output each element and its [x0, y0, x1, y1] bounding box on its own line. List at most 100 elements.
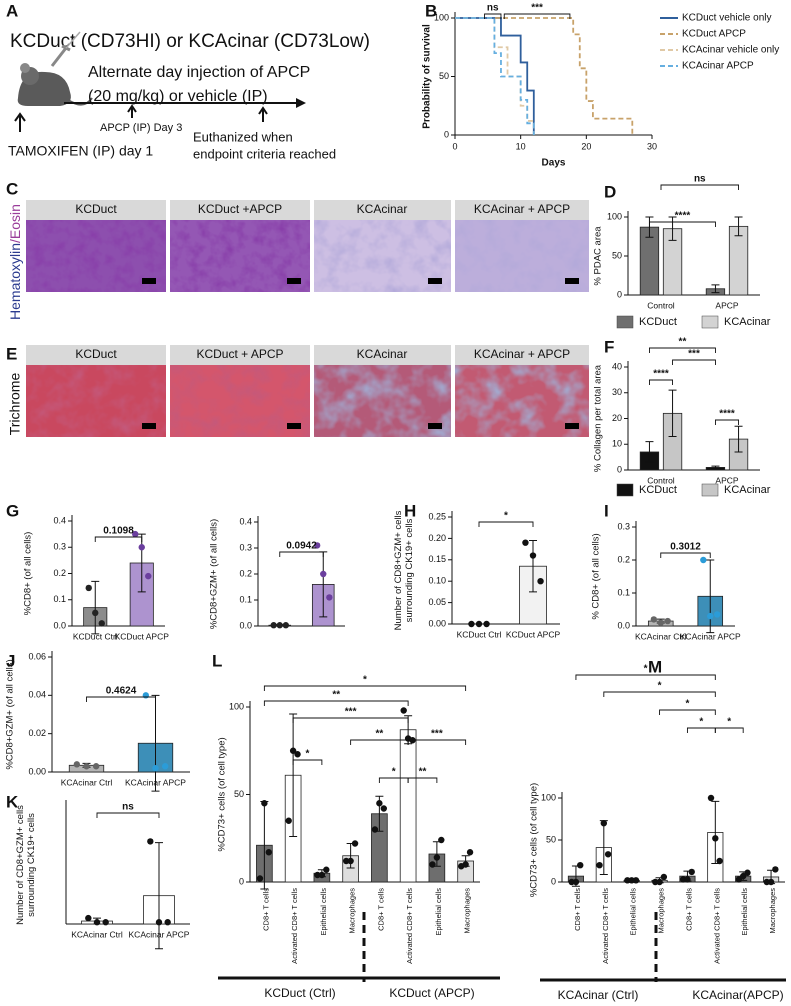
data-point	[256, 875, 264, 882]
data-point	[152, 764, 159, 772]
chart: 0.00 0.02 0.04 0.06 %CD8+GZM+ (of all cells)…	[5, 651, 190, 792]
chart: 0.0 0.1 0.2 0.3 0.4 %CD8+ (of all cells) KCDuc…	[23, 515, 169, 641]
panel-letter: M	[648, 657, 662, 676]
x-tick-label: Macrophages	[657, 888, 666, 934]
y-tick-label: 0.0	[239, 620, 252, 630]
arrow-up	[14, 112, 26, 132]
error-bar	[706, 559, 715, 634]
y-tick-label: 0.25	[428, 511, 446, 521]
error-bar	[734, 425, 743, 453]
y-tick-label: 0.1	[617, 587, 630, 597]
y-tick-label: 0	[239, 876, 244, 886]
legend-label: KCAcinar	[724, 316, 771, 328]
data-point	[155, 919, 163, 926]
data-point	[713, 611, 721, 618]
data-point	[313, 542, 321, 549]
legend-swatch	[701, 315, 719, 329]
panel-letter: K	[6, 792, 19, 811]
data-point	[707, 612, 714, 620]
annotation: ****	[653, 369, 669, 380]
data-point	[433, 854, 441, 861]
data-point	[376, 800, 383, 807]
data-point	[650, 616, 658, 623]
x-tick-label: KCDuct Ctrl	[457, 629, 502, 639]
data-point	[326, 594, 333, 601]
x-tick-label: KCAcinar Ctrl	[635, 631, 687, 641]
annotation: ****	[675, 211, 691, 222]
image-header	[26, 345, 166, 365]
significance-bracket	[672, 359, 716, 365]
data-point	[145, 572, 152, 580]
y-axis-label: %CD8+ (of all cells)	[23, 532, 34, 616]
significance-bracket	[94, 536, 143, 542]
schematic-title: KCDuct (CD73HI) or KCAcinar (CD73Low)	[10, 31, 370, 52]
y-axis-label: % CD8+ (of all cells)	[591, 533, 602, 619]
y-axis-label: %CD8+GZM+ (of all cells)	[5, 659, 16, 769]
annotation: ns	[487, 3, 499, 14]
y-tick-label: 0	[551, 876, 556, 886]
data-point	[289, 747, 297, 754]
image-title: KCDuct +APCP	[198, 202, 282, 216]
significance-bracket	[603, 691, 716, 697]
x-tick-label: CD8+ T cells	[684, 888, 693, 931]
x-tick-label: Epithelial cells	[319, 888, 328, 936]
data-point	[164, 919, 171, 926]
panel-letter: D	[604, 182, 616, 201]
data-point	[475, 620, 483, 628]
stain-label: Trichrome	[7, 373, 23, 436]
x-tick-label: Epithelial cells	[629, 888, 638, 936]
significance-bracket	[96, 812, 160, 818]
y-axis-label: %CD73+ cells (of cell type)	[217, 737, 228, 851]
significance-bracket	[660, 184, 739, 190]
significance-bracket	[575, 674, 716, 680]
scale-bar	[565, 278, 579, 284]
significance-bracket	[715, 419, 739, 425]
mouse-tail	[67, 97, 93, 106]
image-title: KCDuct	[75, 202, 117, 216]
y-tick-label: 0.3	[617, 521, 630, 531]
significance-bracket	[292, 717, 409, 723]
apcp-day: APCP (IP) Day 3	[100, 122, 182, 134]
panel-letter: J	[6, 651, 15, 670]
image-title: KCAcinar	[357, 202, 408, 216]
annotation: ***	[345, 707, 357, 718]
group-label: KCDuct (APCP)	[389, 986, 474, 1000]
group-label: KCAcinar (Ctrl)	[558, 988, 639, 1002]
data-point	[132, 530, 139, 538]
panel-letter: I	[604, 501, 609, 520]
panel-letter: B	[425, 1, 437, 20]
data-point	[138, 544, 145, 551]
error-bar	[529, 540, 537, 593]
image-header	[455, 200, 589, 220]
y-tick-label: 0.06	[28, 651, 46, 661]
histology-he: Hematoxylin/Eosin KCDuct KCDuct +APCP KC…	[7, 200, 589, 320]
annotation: ns	[694, 174, 706, 185]
chart: Number of CD8+GZM+ cells surrounding CK19…	[15, 800, 190, 950]
scale-bar	[428, 423, 442, 429]
error-bar	[289, 713, 298, 837]
y-tick-label: 0.05	[428, 597, 446, 607]
image-header	[455, 345, 589, 365]
image-header	[314, 200, 451, 220]
data-point	[261, 800, 268, 807]
y-axis-label: Probability of survival	[422, 24, 433, 129]
image-title: KCAcinar + APCP	[474, 202, 570, 216]
y-tick-label: 100	[607, 211, 622, 221]
annotation: **	[332, 690, 340, 701]
data-point	[400, 707, 407, 714]
data-point	[320, 570, 327, 578]
data-point	[351, 840, 359, 847]
needle	[65, 31, 81, 49]
bar	[728, 225, 749, 296]
x-axis-label: Days	[542, 158, 566, 169]
y-tick-label: 0.02	[28, 728, 46, 738]
data-point	[318, 871, 326, 879]
data-point	[142, 692, 150, 699]
annotation: ***	[531, 3, 543, 14]
injection-text: Alternate day injection of APCP	[88, 64, 310, 81]
panel-letter: A	[6, 1, 18, 20]
panel-letter: C	[6, 179, 18, 198]
legend-label: KCAcinar vehicle only	[682, 45, 779, 56]
panel-letter: G	[6, 501, 19, 520]
